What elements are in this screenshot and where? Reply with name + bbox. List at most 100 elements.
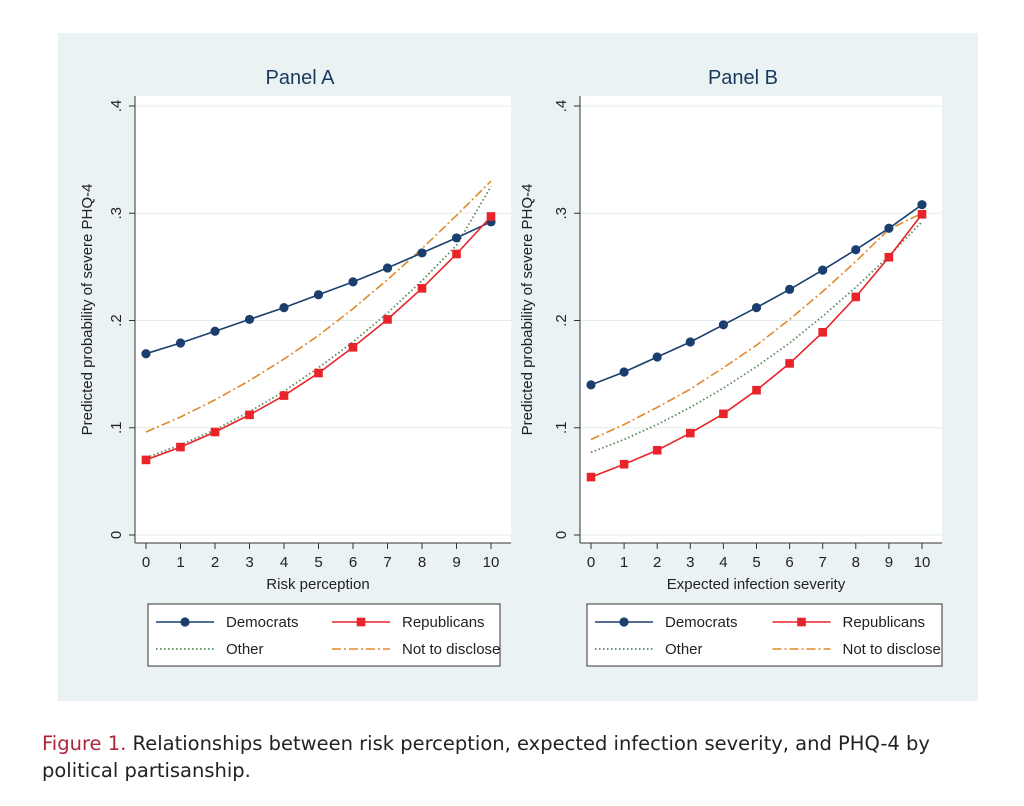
data-point-democrats bbox=[917, 200, 927, 210]
x-tick-label: 7 bbox=[383, 554, 391, 571]
data-point-democrats bbox=[652, 352, 662, 362]
x-tick-label: 6 bbox=[349, 554, 357, 571]
legend-box bbox=[147, 603, 501, 667]
plot-area bbox=[580, 96, 942, 543]
data-point-republicans bbox=[176, 442, 185, 452]
legend-label: Not to disclose bbox=[402, 641, 500, 658]
legend-label: Not to disclose bbox=[843, 641, 941, 658]
y-tick-label: .1 bbox=[108, 421, 125, 434]
caption-text: Relationships between risk perception, e… bbox=[42, 732, 930, 782]
legend: Democrats Republicans Other Not to disclose bbox=[586, 603, 943, 667]
panel-a: Panel A 0 .1 .2 .3 .4 0 1 2 3 4 5 6 7 8 9 10 Risk percept… bbox=[79, 67, 511, 667]
x-tick-label: 0 bbox=[587, 554, 595, 571]
y-tick-label: .4 bbox=[553, 100, 570, 113]
y-tick-label: 0 bbox=[108, 531, 125, 539]
x-tick-label: 6 bbox=[785, 554, 793, 571]
legend-marker bbox=[180, 617, 190, 627]
legend-label: Republicans bbox=[402, 614, 485, 631]
data-point-democrats bbox=[818, 265, 828, 275]
legend-marker bbox=[356, 617, 366, 627]
data-point-republicans bbox=[851, 292, 861, 302]
data-point-republicans bbox=[279, 391, 289, 400]
data-point-democrats bbox=[685, 337, 695, 347]
x-axis-label: Risk perception bbox=[266, 576, 369, 593]
x-tick-label: 5 bbox=[752, 554, 760, 571]
series-line-not-to-disclose bbox=[145, 180, 492, 433]
data-point-republicans bbox=[383, 315, 392, 324]
data-point-democrats bbox=[451, 233, 462, 243]
x-tick-label: 5 bbox=[314, 554, 322, 571]
series-line-not-to-disclose bbox=[590, 212, 923, 441]
data-point-democrats bbox=[751, 303, 762, 313]
data-point-republicans bbox=[486, 212, 496, 221]
data-point-republicans bbox=[417, 284, 427, 293]
x-tick-label: 2 bbox=[211, 554, 219, 571]
chart-title: Panel A bbox=[266, 67, 336, 89]
data-point-democrats bbox=[785, 284, 795, 294]
legend-label: Republicans bbox=[843, 614, 926, 631]
data-point-republicans bbox=[210, 427, 220, 437]
y-axis-label: Predicted probability of severe PHQ-4 bbox=[79, 184, 96, 436]
x-axis-label: Expected infection severity bbox=[667, 576, 846, 593]
x-tick-label: 3 bbox=[686, 554, 694, 571]
data-point-republicans bbox=[619, 459, 629, 469]
x-tick-label: 10 bbox=[914, 554, 931, 571]
data-point-republicans bbox=[884, 252, 894, 262]
x-tick-label: 3 bbox=[245, 554, 253, 571]
data-point-republicans bbox=[141, 455, 151, 465]
x-tick-label: 9 bbox=[452, 554, 460, 571]
data-point-democrats bbox=[586, 380, 596, 390]
data-point-democrats bbox=[718, 320, 729, 330]
y-tick-label: .2 bbox=[108, 314, 125, 327]
x-tick-label: 0 bbox=[142, 554, 150, 571]
data-point-republicans bbox=[752, 385, 761, 395]
plot-area bbox=[135, 96, 511, 543]
legend-marker bbox=[797, 617, 806, 627]
y-tick-label: .4 bbox=[108, 100, 125, 113]
legend-label: Democrats bbox=[226, 614, 299, 631]
x-tick-label: 1 bbox=[176, 554, 184, 571]
data-point-republicans bbox=[686, 428, 695, 438]
data-point-republicans bbox=[785, 359, 794, 368]
x-tick-label: 1 bbox=[620, 554, 628, 571]
data-point-democrats bbox=[382, 263, 393, 273]
data-point-republicans bbox=[818, 327, 827, 337]
y-tick-label: .1 bbox=[553, 421, 570, 434]
data-point-democrats bbox=[884, 223, 894, 233]
legend-box bbox=[586, 603, 943, 667]
legend-label: Other bbox=[226, 641, 264, 658]
panel-b: Panel B 0 .1 .2 .3 .4 0 1 2 3 4 5 6 7 8 9 10 Expected inf… bbox=[519, 67, 943, 667]
data-point-democrats bbox=[141, 349, 151, 359]
data-point-republicans bbox=[314, 368, 323, 378]
y-axis-label: Predicted probability of severe PHQ-4 bbox=[519, 184, 536, 436]
legend-label: Democrats bbox=[665, 614, 738, 631]
legend-label: Other bbox=[665, 641, 703, 658]
y-tick-label: 0 bbox=[553, 531, 570, 539]
x-tick-label: 8 bbox=[852, 554, 860, 571]
data-point-republicans bbox=[245, 410, 254, 420]
data-point-democrats bbox=[279, 303, 289, 313]
x-tick-label: 4 bbox=[719, 554, 727, 571]
legend-marker bbox=[619, 617, 629, 627]
x-tick-label: 4 bbox=[280, 554, 288, 571]
chart-title: Panel B bbox=[708, 67, 778, 89]
data-point-republicans bbox=[348, 343, 358, 352]
data-point-democrats bbox=[244, 314, 255, 325]
data-point-democrats bbox=[619, 367, 629, 377]
figure-caption: Figure 1. Relationships between risk per… bbox=[42, 730, 992, 784]
y-tick-label: .2 bbox=[553, 314, 570, 327]
data-point-democrats bbox=[851, 245, 861, 255]
legend: Democrats Republicans Other Not to disclose bbox=[147, 603, 501, 667]
x-tick-label: 9 bbox=[885, 554, 893, 571]
data-point-democrats bbox=[417, 248, 427, 258]
data-point-republicans bbox=[917, 210, 927, 219]
series-line-other bbox=[590, 221, 923, 454]
data-point-republicans bbox=[452, 249, 461, 259]
data-point-republicans bbox=[719, 409, 728, 419]
data-point-democrats bbox=[313, 290, 324, 300]
x-tick-label: 8 bbox=[418, 554, 426, 571]
x-tick-label: 2 bbox=[653, 554, 661, 571]
y-tick-label: .3 bbox=[108, 207, 125, 220]
data-point-democrats bbox=[210, 326, 220, 336]
data-point-republicans bbox=[586, 472, 596, 482]
